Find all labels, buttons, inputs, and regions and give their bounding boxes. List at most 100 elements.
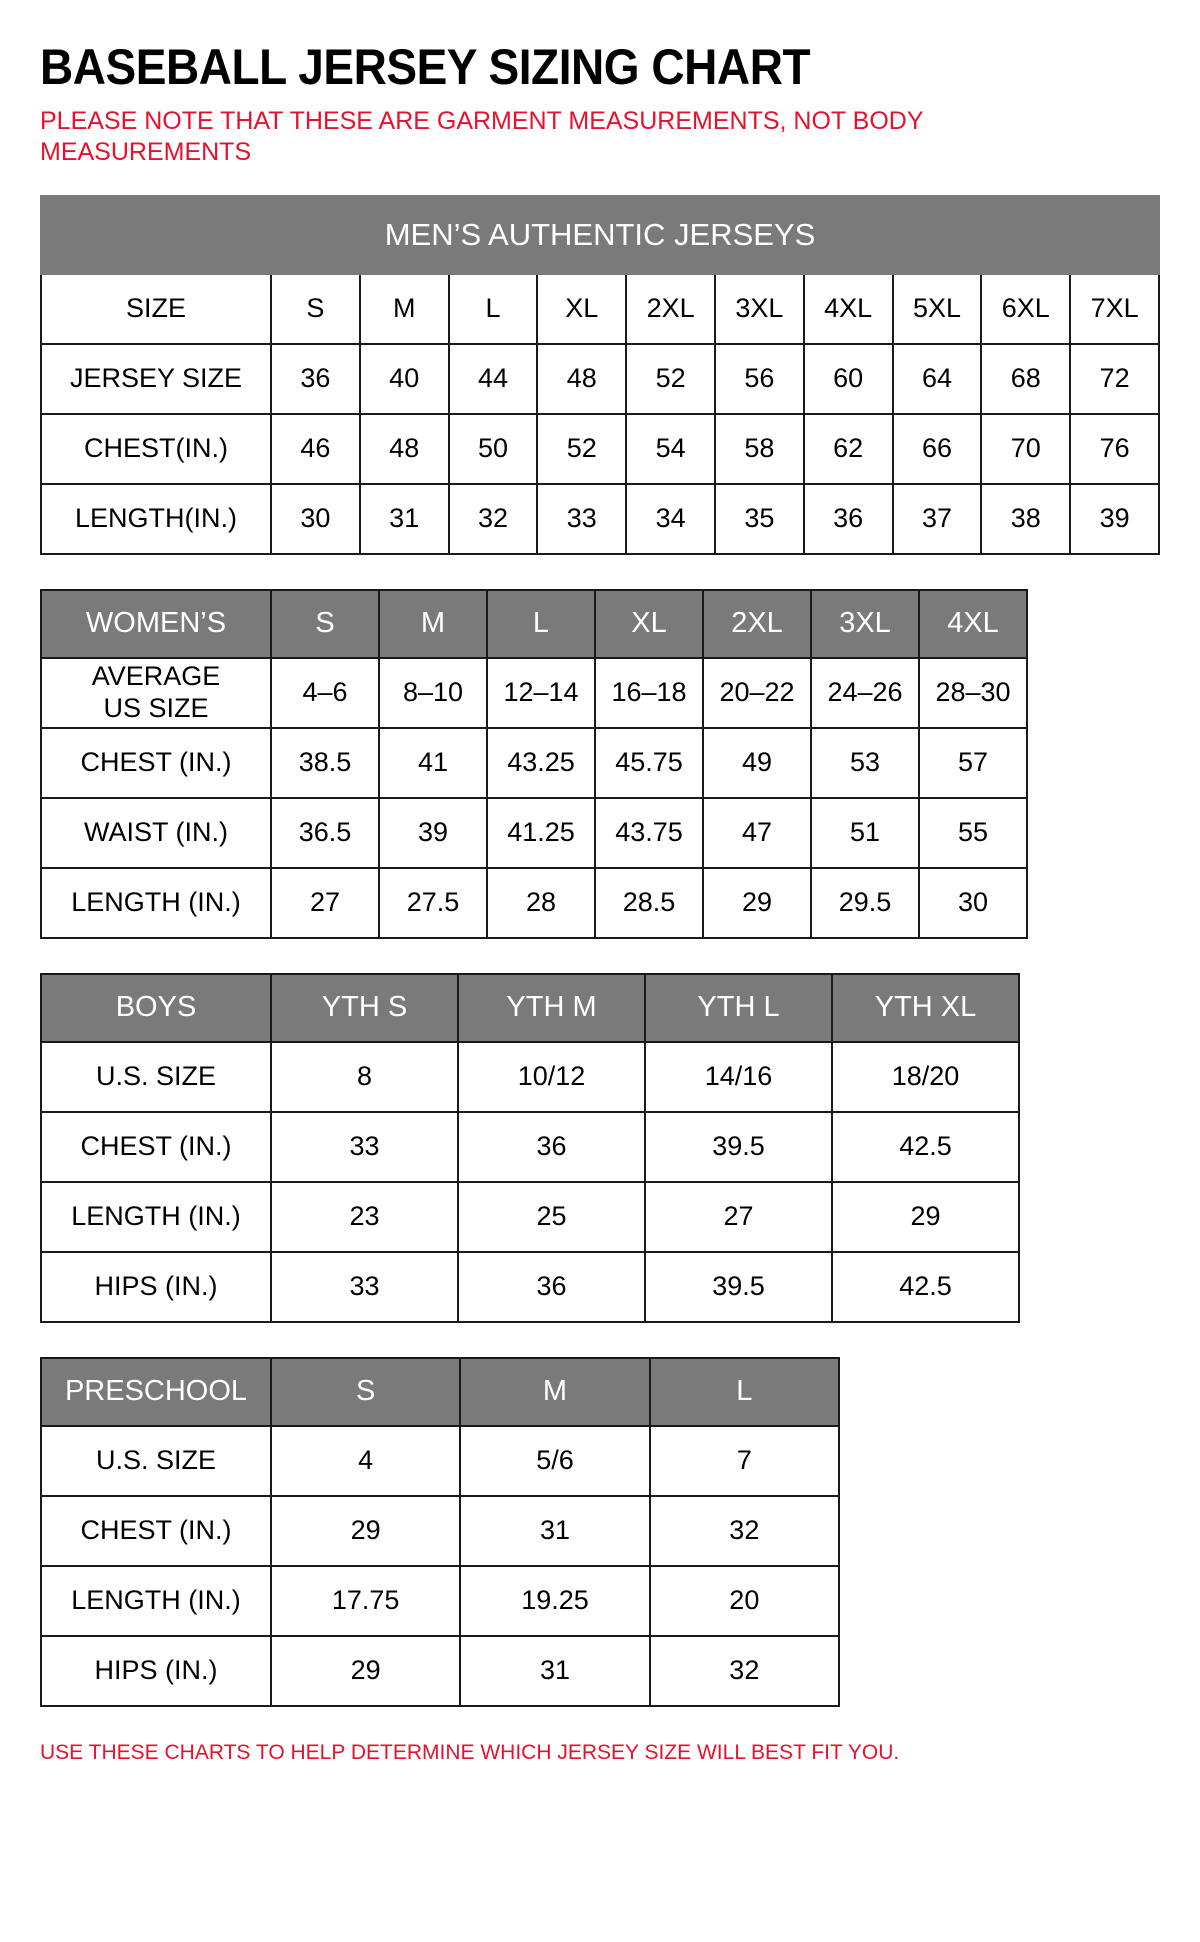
data-cell: 48: [536, 342, 628, 415]
data-cell: 70: [980, 412, 1072, 485]
data-cell: 20–22: [702, 656, 812, 729]
table-corner-label-men: SIZE: [40, 272, 272, 345]
data-cell: 30: [918, 866, 1028, 939]
data-cell: 36: [457, 1250, 646, 1323]
row-label: HIPS (IN.): [40, 1250, 272, 1323]
data-cell: 23: [270, 1180, 459, 1253]
data-cell: 30: [270, 482, 361, 555]
table-row: U.S. SIZE 8 10/12 14/16 18/20: [40, 1040, 1020, 1113]
table-header-row: SIZE S M L XL 2XL 3XL 4XL 5XL 6XL 7XL: [40, 272, 1160, 345]
data-cell: 39: [378, 796, 488, 869]
table-row: HIPS (IN.) 29 31 32: [40, 1634, 841, 1707]
row-label: WAIST (IN.): [40, 796, 272, 869]
column-header: XL: [536, 272, 628, 345]
sizing-table-women: WOMEN’S S M L XL 2XL 3XL 4XL AVERAGE US SIZE 4–6 8–…: [40, 588, 1028, 939]
sizing-table-men: MEN’S AUTHENTIC JERSEYS SIZE S M L XL 2XL 3XL 4X…: [40, 194, 1160, 555]
tables-container: MEN’S AUTHENTIC JERSEYS SIZE S M L XL 2XL 3XL 4X…: [40, 194, 1160, 1707]
sizing-table-boys: BOYS YTH S YTH M YTH L YTH XL U.S. SIZE 8 10/12…: [40, 972, 1020, 1323]
column-header: S: [270, 588, 380, 659]
data-cell: 29: [831, 1180, 1020, 1253]
row-label: HIPS (IN.): [40, 1634, 272, 1707]
column-header: M: [358, 272, 450, 345]
data-cell: 42.5: [831, 1110, 1020, 1183]
data-cell: 29.5: [810, 866, 920, 939]
data-cell: 35: [713, 482, 805, 555]
data-cell: 27.5: [378, 866, 488, 939]
table-row: LENGTH (IN.) 17.75 19.25 20: [40, 1564, 841, 1637]
table-row: LENGTH (IN.) 23 25 27 29: [40, 1180, 1020, 1253]
column-header: 4XL: [802, 272, 894, 345]
data-cell: 49: [702, 726, 812, 799]
row-label: CHEST (IN.): [40, 1110, 272, 1183]
data-cell: 60: [802, 342, 894, 415]
data-cell: 28–30: [918, 656, 1028, 729]
data-cell: 38: [980, 482, 1072, 555]
column-header: M: [459, 1356, 651, 1427]
data-cell: 43.25: [486, 726, 596, 799]
table-corner-label-boys: BOYS: [40, 972, 272, 1043]
data-cell: 36.5: [270, 796, 380, 869]
data-cell: 64: [891, 342, 983, 415]
table-header-row: BOYS YTH S YTH M YTH L YTH XL: [40, 972, 1020, 1043]
data-cell: 39.5: [644, 1110, 833, 1183]
data-cell: 31: [358, 482, 450, 555]
data-cell: 51: [810, 796, 920, 869]
data-cell: 20: [648, 1564, 841, 1637]
data-cell: 55: [918, 796, 1028, 869]
data-cell: 28.5: [594, 866, 704, 939]
data-cell: 16–18: [594, 656, 704, 729]
data-cell: 29: [269, 1634, 462, 1707]
data-cell: 40: [358, 342, 450, 415]
data-cell: 17.75: [269, 1564, 462, 1637]
table-row: AVERAGE US SIZE 4–6 8–10 12–14 16–18 20–22 24–2…: [40, 656, 1028, 729]
table-banner-row: MEN’S AUTHENTIC JERSEYS: [40, 194, 1160, 275]
table-row: CHEST (IN.) 33 36 39.5 42.5: [40, 1110, 1020, 1183]
data-cell: 32: [648, 1494, 841, 1567]
table-row: LENGTH (IN.) 27 27.5 28 28.5 29 29.5 30: [40, 866, 1028, 939]
data-cell: 42.5: [831, 1250, 1020, 1323]
data-cell: 36: [457, 1110, 646, 1183]
row-label: CHEST(IN.): [40, 412, 272, 485]
data-cell: 19.25: [459, 1564, 651, 1637]
data-cell: 76: [1069, 412, 1160, 485]
data-cell: 33: [536, 482, 628, 555]
table-row: U.S. SIZE 4 5/6 7: [40, 1424, 841, 1497]
row-label: CHEST (IN.): [40, 1494, 272, 1567]
data-cell: 29: [702, 866, 812, 939]
table-header-row: WOMEN’S S M L XL 2XL 3XL 4XL: [40, 588, 1028, 659]
table-row: CHEST(IN.) 46 48 50 52 54 58 62 66 70 76: [40, 412, 1160, 485]
table-row: CHEST (IN.) 29 31 32: [40, 1494, 841, 1567]
data-cell: 33: [270, 1110, 459, 1183]
row-label: U.S. SIZE: [40, 1040, 272, 1113]
column-header: 3XL: [713, 272, 805, 345]
data-cell: 52: [625, 342, 716, 415]
data-cell: 4: [269, 1424, 462, 1497]
data-cell: 53: [810, 726, 920, 799]
row-label: LENGTH(IN.): [40, 482, 272, 555]
column-header: M: [378, 588, 488, 659]
column-header: L: [648, 1356, 841, 1427]
data-cell: 48: [358, 412, 450, 485]
data-cell: 32: [447, 482, 539, 555]
sizing-chart-page: BASEBALL JERSEY SIZING CHART PLEASE NOTE…: [40, 42, 1160, 1764]
data-cell: 27: [644, 1180, 833, 1253]
data-cell: 54: [625, 412, 716, 485]
row-label: CHEST (IN.): [40, 726, 272, 799]
data-cell: 41.25: [486, 796, 596, 869]
column-header: 5XL: [891, 272, 983, 345]
data-cell: 45.75: [594, 726, 704, 799]
data-cell: 43.75: [594, 796, 704, 869]
data-cell: 39: [1069, 482, 1160, 555]
data-cell: 57: [918, 726, 1028, 799]
table-corner-label-preschool: PRESCHOOL: [40, 1356, 272, 1427]
data-cell: 62: [802, 412, 894, 485]
table-corner-label-women: WOMEN’S: [40, 588, 272, 659]
data-cell: 24–26: [810, 656, 920, 729]
data-cell: 58: [713, 412, 805, 485]
data-cell: 4–6: [270, 656, 380, 729]
table-row: HIPS (IN.) 33 36 39.5 42.5: [40, 1250, 1020, 1323]
footer-note: USE THESE CHARTS TO HELP DETERMINE WHICH…: [40, 1740, 900, 1764]
column-header: L: [486, 588, 596, 659]
data-cell: 41: [378, 726, 488, 799]
data-cell: 29: [269, 1494, 462, 1567]
